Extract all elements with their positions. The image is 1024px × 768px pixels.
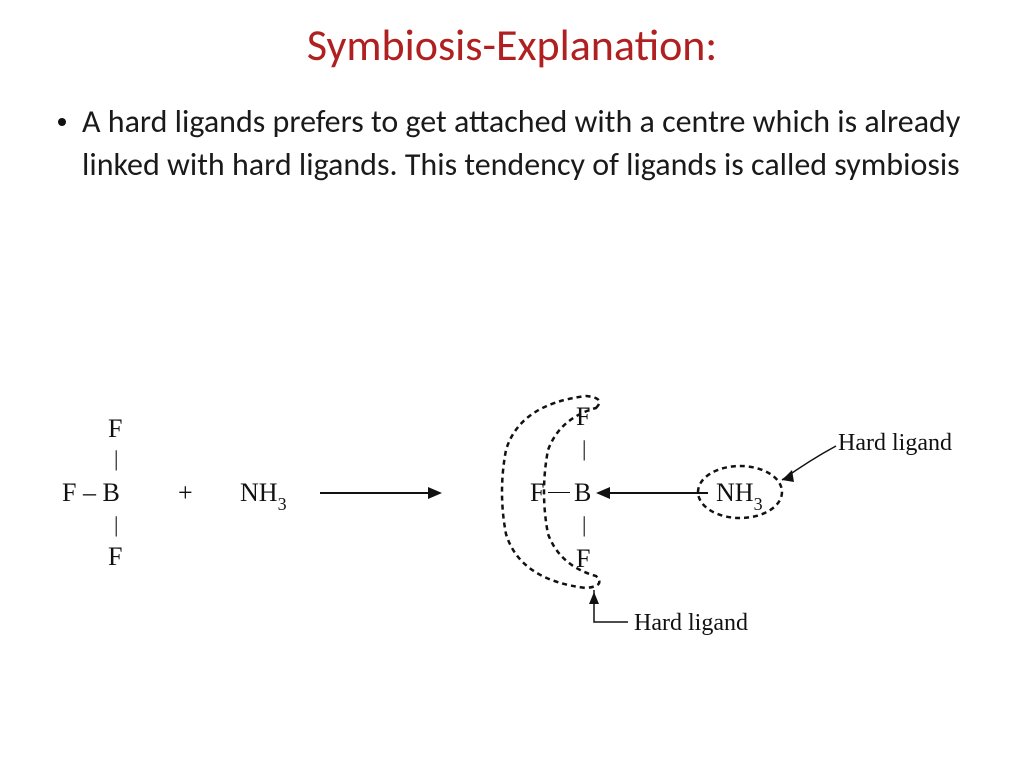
atom-f-bot-right: F [576,544,590,574]
bond-vert-2: | [114,512,118,538]
reaction-arrow-head [428,487,442,499]
reagent-nh: NH [240,478,278,507]
ligand-nh3: NH3 [716,478,763,512]
bond-vert-r1: | [582,436,586,462]
title-text: Symbiosis-Explanation: [307,18,717,72]
bond-h-fb [548,492,570,493]
atom-f-left-right: F [530,478,544,508]
chemistry-diagram: F | F – B | F + NH3 F | F B | F NH3 Hard… [0,390,1024,750]
hard-ligand-label-2: Hard ligand [634,610,748,637]
reaction-arrow-line [320,492,430,494]
hard-ligand-label-1: Hard ligand [838,430,952,457]
atom-f-bot-left: F [108,542,122,572]
bond-vert-r2: | [582,512,586,538]
dative-arrow-head [596,487,610,499]
dative-arrow-line [598,492,708,494]
bullet-item: A hard ligands prefers to get attached w… [0,72,1024,186]
reagent-sub: 3 [278,494,287,514]
atom-b-right: B [574,478,591,508]
bullet-text: A hard ligands prefers to get attached w… [82,100,966,186]
bullet-dot [58,118,66,126]
atom-f-top-left: F [108,414,122,444]
ligand-nh: NH [716,478,754,507]
reagent-nh3: NH3 [240,478,287,512]
atom-f-top-right: F [576,402,590,432]
left-center-row: F – B [62,478,120,508]
plus-sign: + [178,478,193,508]
bond-vert-1: | [114,446,118,472]
page-title: Symbiosis-Explanation: [0,0,1024,72]
ligand-sub: 3 [754,494,763,514]
